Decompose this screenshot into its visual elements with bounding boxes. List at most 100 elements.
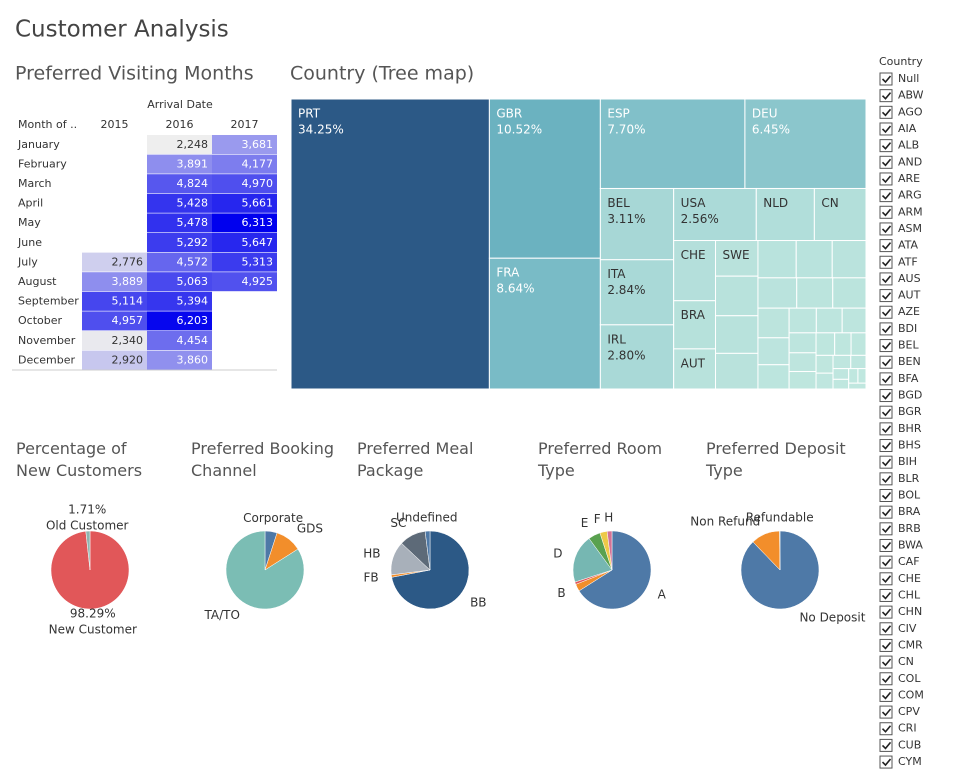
checkmark[interactable] [881, 158, 892, 167]
checkmark[interactable] [881, 608, 892, 617]
checkbox[interactable] [879, 655, 893, 669]
checkbox[interactable] [879, 239, 893, 253]
checkbox[interactable] [879, 372, 893, 386]
checkmark[interactable] [881, 142, 892, 150]
filter-option[interactable]: CHL [898, 588, 921, 601]
filter-option[interactable]: AGO [898, 105, 923, 118]
filter-option[interactable]: AND [898, 155, 922, 168]
checkbox[interactable] [879, 472, 893, 486]
checkmark[interactable] [881, 225, 892, 234]
checkmark[interactable] [881, 425, 892, 434]
checkmark[interactable] [881, 691, 892, 700]
checkmark[interactable] [881, 442, 892, 450]
checkmark[interactable] [881, 675, 892, 683]
filter-option[interactable]: AIA [898, 122, 917, 135]
filter-option[interactable]: BFA [898, 372, 919, 385]
checkmark[interactable] [881, 508, 892, 517]
filter-option[interactable]: CPV [898, 705, 920, 718]
checkbox[interactable] [879, 305, 893, 319]
checkbox[interactable] [879, 588, 893, 602]
checkmark[interactable] [881, 75, 892, 84]
filter-option[interactable]: CN [898, 655, 914, 668]
checkbox[interactable] [879, 522, 893, 536]
checkbox[interactable] [879, 322, 893, 336]
checkmark[interactable] [881, 491, 892, 500]
checkmark[interactable] [881, 658, 892, 667]
filter-option[interactable]: ARM [898, 205, 923, 218]
filter-option[interactable]: BWA [898, 538, 923, 551]
checkmark[interactable] [881, 741, 892, 750]
checkbox[interactable] [879, 172, 893, 186]
filter-option[interactable]: COL [898, 672, 921, 685]
checkbox[interactable] [879, 455, 893, 469]
filter-option[interactable]: ASM [898, 222, 922, 235]
checkbox[interactable] [879, 638, 893, 652]
filter-option[interactable]: CAF [898, 555, 920, 568]
checkbox[interactable] [879, 205, 893, 219]
checkbox[interactable] [879, 155, 893, 169]
checkmark[interactable] [881, 242, 892, 250]
filter-option[interactable]: AUS [898, 272, 921, 285]
checkmark[interactable] [881, 575, 892, 583]
filter-option[interactable]: AZE [898, 305, 920, 318]
checkbox[interactable] [879, 389, 893, 403]
filter-option[interactable]: CHN [898, 605, 922, 618]
filter-option[interactable]: ATA [898, 239, 919, 252]
checkmark[interactable] [881, 408, 892, 417]
checkmark[interactable] [881, 292, 892, 300]
filter-option[interactable]: BIH [898, 455, 917, 468]
checkmark[interactable] [881, 525, 892, 534]
checkbox[interactable] [879, 755, 893, 769]
filter-option[interactable]: ATF [898, 255, 918, 268]
filter-option[interactable]: BRA [898, 505, 921, 518]
checkbox[interactable] [879, 255, 893, 269]
filter-option[interactable]: BLR [898, 472, 920, 485]
filter-option[interactable]: CYM [898, 755, 922, 768]
filter-option[interactable]: BRB [898, 522, 921, 535]
filter-option[interactable]: CMR [898, 638, 923, 651]
checkbox[interactable] [879, 738, 893, 752]
checkmark[interactable] [881, 725, 892, 733]
checkbox[interactable] [879, 672, 893, 686]
checkbox[interactable] [879, 405, 893, 419]
checkmark[interactable] [881, 175, 892, 184]
filter-option[interactable]: AUT [898, 289, 921, 302]
checkmark[interactable] [881, 92, 892, 100]
checkbox[interactable] [879, 688, 893, 702]
filter-option[interactable]: ARE [898, 172, 920, 185]
checkbox[interactable] [879, 289, 893, 303]
filter-option[interactable]: BEN [898, 355, 921, 368]
filter-option[interactable]: ABW [898, 89, 924, 102]
filter-option[interactable]: COM [898, 688, 924, 701]
checkbox[interactable] [879, 422, 893, 436]
filter-option[interactable]: BHS [898, 439, 921, 452]
checkbox[interactable] [879, 355, 893, 369]
checkbox[interactable] [879, 505, 893, 519]
checkmark[interactable] [881, 125, 892, 134]
checkmark[interactable] [881, 308, 892, 317]
checkmark[interactable] [881, 708, 892, 717]
checkbox[interactable] [879, 89, 893, 103]
filter-option[interactable]: CUB [898, 738, 921, 751]
checkbox[interactable] [879, 105, 893, 119]
checkmark[interactable] [881, 392, 892, 400]
checkmark[interactable] [881, 475, 892, 484]
filter-option[interactable]: BEL [898, 339, 919, 352]
checkmark[interactable] [881, 325, 892, 334]
checkmark[interactable] [881, 108, 892, 117]
checkmark[interactable] [881, 275, 892, 284]
checkmark[interactable] [881, 258, 892, 267]
checkmark[interactable] [881, 192, 892, 200]
checkmark[interactable] [881, 541, 892, 550]
checkmark[interactable] [881, 641, 892, 650]
filter-option[interactable]: BHR [898, 422, 922, 435]
checkbox[interactable] [879, 122, 893, 136]
checkbox[interactable] [879, 222, 893, 236]
checkbox[interactable] [879, 605, 893, 619]
checkbox[interactable] [879, 722, 893, 736]
filter-option[interactable]: CRI [898, 722, 917, 735]
checkbox[interactable] [879, 189, 893, 203]
filter-option[interactable]: BDI [898, 322, 917, 335]
filter-option[interactable]: CIV [898, 622, 917, 635]
checkbox[interactable] [879, 139, 893, 153]
